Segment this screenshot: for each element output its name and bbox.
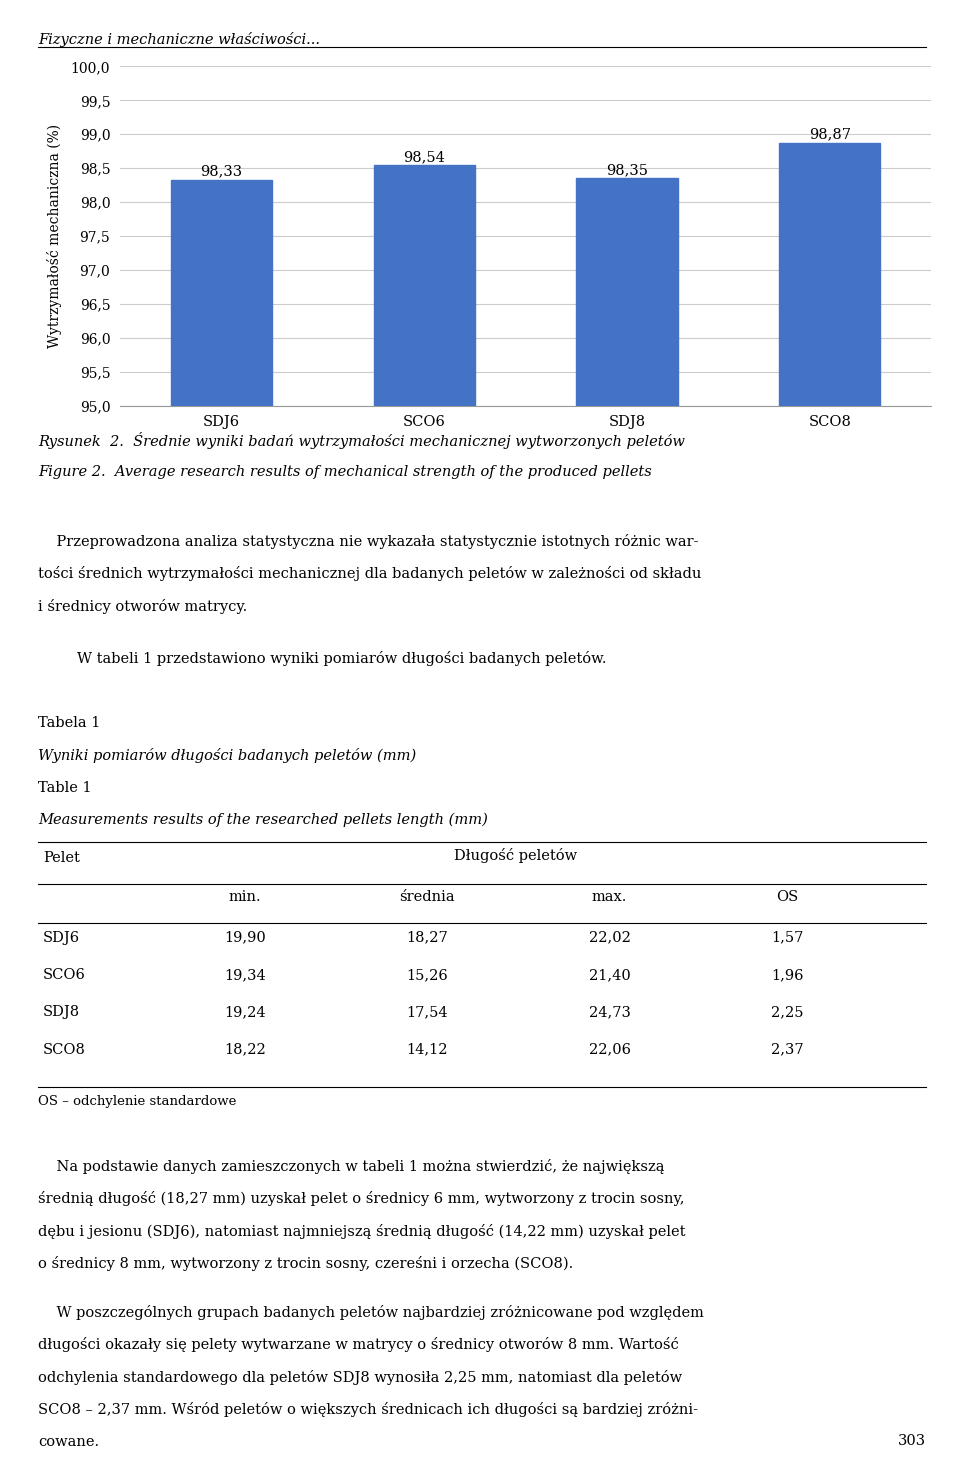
Text: Fizyczne i mechaniczne właściwości...: Fizyczne i mechaniczne właściwości... [38,32,321,47]
Text: Rysunek  2.  Średnie wyniki badań wytrzymałości mechanicznej wytworzonych peletó: Rysunek 2. Średnie wyniki badań wytrzyma… [38,432,685,450]
Text: SCO8 – 2,37 mm. Wśród peletów o większych średnicach ich długości są bardziej zr: SCO8 – 2,37 mm. Wśród peletów o większyc… [38,1403,698,1417]
Text: min.: min. [228,891,261,904]
Text: SCO8: SCO8 [43,1043,86,1056]
Text: 2,37: 2,37 [771,1043,804,1056]
Text: Measurements results of the researched pellets length (mm): Measurements results of the researched p… [38,813,489,827]
Y-axis label: Wytrzymałość mechaniczna (%): Wytrzymałość mechaniczna (%) [47,124,62,348]
Text: o średnicy 8 mm, wytworzony z trocin sosny, czereśni i orzecha (SCO8).: o średnicy 8 mm, wytworzony z trocin sos… [38,1257,574,1271]
Text: i średnicy otworów matrycy.: i średnicy otworów matrycy. [38,599,248,614]
Text: 22,02: 22,02 [588,931,631,944]
Text: 18,22: 18,22 [224,1043,266,1056]
Text: Na podstawie danych zamieszczonych w tabeli 1 można stwierdzić, że największą: Na podstawie danych zamieszczonych w tab… [38,1159,665,1174]
Bar [171,180,272,1475]
Text: 98,87: 98,87 [808,128,851,142]
Text: 98,35: 98,35 [606,162,648,177]
Text: W poszczególnych grupach badanych peletów najbardziej zróżnicowane pod względem: W poszczególnych grupach badanych peletó… [38,1305,705,1320]
Text: 19,90: 19,90 [224,931,266,944]
Text: 19,24: 19,24 [224,1006,266,1019]
Text: 22,06: 22,06 [588,1043,631,1056]
Text: 17,54: 17,54 [406,1006,448,1019]
Text: 14,12: 14,12 [406,1043,448,1056]
Text: Figure 2.  Average research results of mechanical strength of the produced pelle: Figure 2. Average research results of me… [38,465,652,478]
Text: 18,27: 18,27 [406,931,448,944]
Text: OS – odchylenie standardowe: OS – odchylenie standardowe [38,1094,237,1108]
Text: W tabeli 1 przedstawiono wyniki pomiarów długości badanych peletów.: W tabeli 1 przedstawiono wyniki pomiarów… [77,650,607,665]
Text: 15,26: 15,26 [406,968,448,982]
Text: Pelet: Pelet [43,851,80,866]
Text: 19,34: 19,34 [224,968,266,982]
Text: 24,73: 24,73 [588,1006,631,1019]
Bar [373,165,475,1475]
Text: 1,57: 1,57 [771,931,804,944]
Text: SCO6: SCO6 [43,968,86,982]
Text: średnią długość (18,27 mm) uzyskał pelet o średnicy 6 mm, wytworzony z trocin so: średnią długość (18,27 mm) uzyskał pelet… [38,1192,684,1207]
Text: tości średnich wytrzymałości mechanicznej dla badanych peletów w zależności od s: tości średnich wytrzymałości mechaniczne… [38,566,702,581]
Bar [780,143,880,1475]
Text: OS: OS [776,891,799,904]
Text: 1,96: 1,96 [771,968,804,982]
Text: Tabela 1: Tabela 1 [38,715,101,730]
Text: SDJ6: SDJ6 [43,931,81,944]
Text: Table 1: Table 1 [38,780,92,795]
Bar [576,178,678,1475]
Text: 98,33: 98,33 [201,164,243,178]
Text: średnia: średnia [399,891,455,904]
Text: 303: 303 [899,1435,926,1448]
Text: Wyniki pomiarów długości badanych peletów (mm): Wyniki pomiarów długości badanych peletó… [38,748,417,763]
Text: 21,40: 21,40 [588,968,631,982]
Text: dębu i jesionu (SDJ6), natomiast najmniejszą średnią długość (14,22 mm) uzyskał : dębu i jesionu (SDJ6), natomiast najmnie… [38,1224,685,1239]
Text: SDJ8: SDJ8 [43,1006,81,1019]
Text: odchylenia standardowego dla peletów SDJ8 wynosiła 2,25 mm, natomiast dla peletó: odchylenia standardowego dla peletów SDJ… [38,1370,683,1385]
Text: 2,25: 2,25 [771,1006,804,1019]
Text: 98,54: 98,54 [403,150,445,164]
Text: max.: max. [592,891,627,904]
Text: długości okazały się pelety wytwarzane w matrycy o średnicy otworów 8 mm. Wartoś: długości okazały się pelety wytwarzane w… [38,1338,679,1353]
Text: cowane.: cowane. [38,1435,100,1448]
Text: Długość peletów: Długość peletów [454,848,578,863]
Text: Przeprowadzona analiza statystyczna nie wykazała statystycznie istotnych różnic : Przeprowadzona analiza statystyczna nie … [38,534,699,549]
